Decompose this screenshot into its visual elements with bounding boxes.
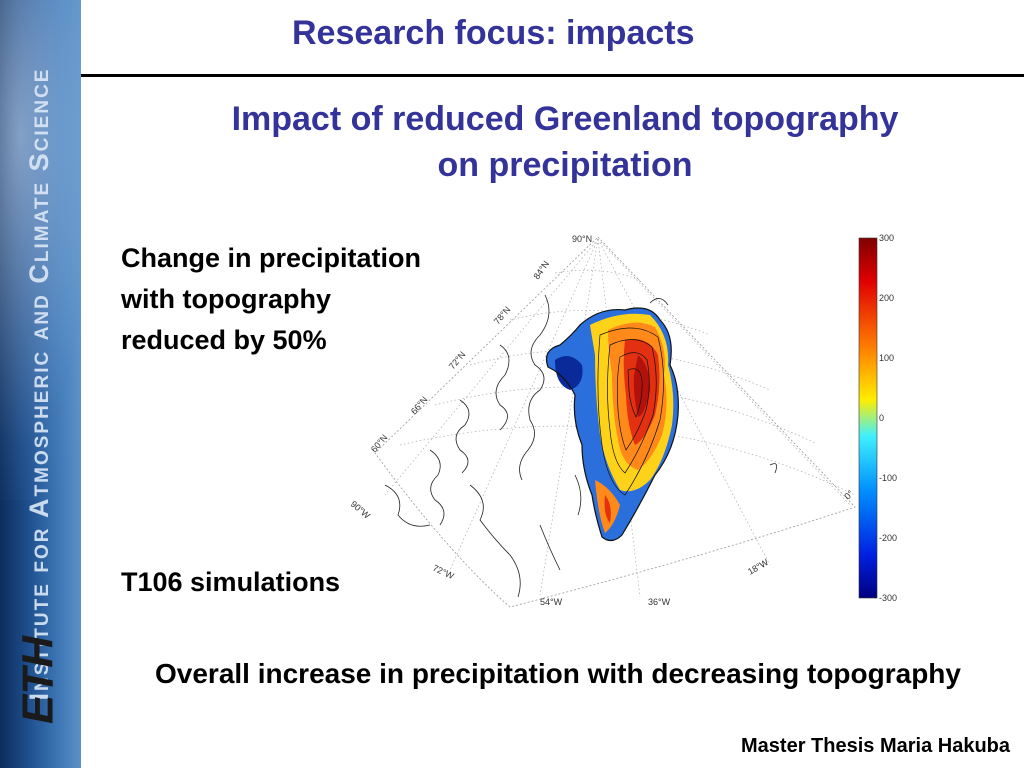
sidebar-glow [0, 0, 81, 500]
precipitation-map: 90°N 84°N 78°N 72°N 66°N 60°N 90°W 72°W … [350, 234, 856, 608]
coastlines [384, 294, 778, 598]
cbar-tick-neg200: -200 [879, 533, 897, 543]
footer-author: Master Thesis Maria Hakuba [741, 735, 1010, 757]
eth-logo: ETH [14, 635, 63, 724]
subtitle-line-1: Impact of reduced Greenland topography [231, 100, 899, 138]
simulation-label: T106 simulations [121, 567, 341, 597]
slide-subtitle: Impact of reduced Greenland topography o… [160, 96, 970, 188]
cbar-tick-neg300: -300 [879, 593, 897, 603]
subtitle-line-2: on precipitation [437, 146, 693, 184]
lon-label-0: 0° [842, 488, 855, 501]
description-line-2: with topography [121, 284, 331, 314]
cbar-tick-300: 300 [879, 233, 894, 243]
cbar-tick-neg100: -100 [879, 473, 897, 483]
description-text: Change in precipitation with topography … [121, 238, 421, 361]
colorbar-gradient [858, 237, 878, 599]
description-line-3: reduced by 50% [121, 325, 327, 355]
lat-label-90n: 90°N [572, 234, 592, 244]
lon-label-54w: 54°W [540, 597, 563, 607]
colorbar-ticks: 300 200 100 0 -100 -200 -300 [879, 233, 897, 603]
description-line-1: Change in precipitation [121, 243, 422, 273]
conclusion-text: Overall increase in precipitation with d… [155, 658, 961, 689]
lon-label-36w: 36°W [648, 597, 671, 607]
cbar-tick-100: 100 [879, 353, 894, 363]
colorbar: 300 200 100 0 -100 -200 -300 [858, 233, 897, 603]
cbar-tick-200: 200 [879, 293, 894, 303]
lon-label-72w: 72°W [431, 563, 456, 582]
sidebar-banner: Institute for Atmospheric and Climate Sc… [0, 0, 81, 768]
page-title: Research focus: impacts [292, 14, 695, 52]
lat-label-60n: 60°N [369, 432, 390, 454]
header-divider [81, 74, 1024, 77]
eth-logo-text: ETH [14, 635, 63, 724]
lon-label-90w: 90°W [350, 499, 372, 521]
lat-label-72n: 72°N [447, 349, 468, 371]
lon-label-18w: 18°W [746, 557, 771, 577]
institute-name: Institute for Atmospheric and Climate Sc… [24, 67, 54, 701]
lat-label-84n: 84°N [531, 259, 551, 281]
greenland-precip-field [545, 307, 679, 542]
lat-label-66n: 66°N [409, 394, 430, 416]
cbar-tick-0: 0 [879, 413, 884, 423]
